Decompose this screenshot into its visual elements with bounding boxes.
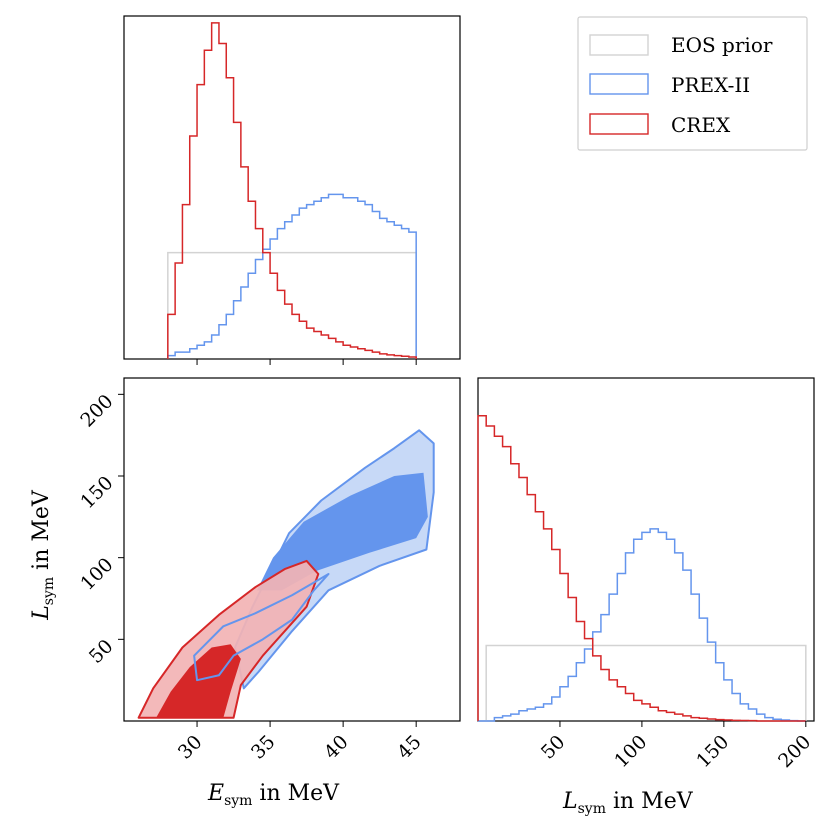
legend-crex-swatch [589, 113, 649, 135]
joint-contour-panel: 30 35 40 45 50 100 150 200 Esym in MeV Lsym in … [29, 377, 461, 809]
lsym-hist-xtick-label-200: 200 [774, 731, 815, 772]
legend-prex-swatch [589, 73, 649, 95]
legend-prior-label: EOS prior [671, 33, 773, 57]
joint-ytick-label-150: 150 [76, 472, 117, 513]
joint-contour-regions [137, 429, 435, 719]
lsym-hist-eos-prior-step-line [478, 644, 807, 722]
legend-box [577, 16, 808, 151]
lsym-hist-xtick-label-150: 150 [692, 731, 733, 772]
joint-xtick-label-45: 45 [393, 731, 426, 764]
lsym-histogram-panel: 50 100 150 200 Lsym in MeV [477, 377, 815, 817]
joint-prex-ii-68-region [256, 472, 428, 591]
esym-histogram-series [167, 22, 417, 359]
lsym-hist-xtick-label-100: 100 [610, 731, 651, 772]
joint-xtick-label-40: 40 [320, 731, 353, 764]
joint-prex-ii-68-line-region [193, 573, 330, 682]
joint-xtick-label-35: 35 [247, 731, 280, 764]
lsym-axis-label: Lsym in MeV [562, 789, 694, 817]
joint-ytick-label-200: 200 [76, 390, 117, 431]
esym-hist-prex-ii-step-line [167, 193, 417, 359]
lsym-hist-xtick-label-50: 50 [537, 731, 570, 764]
joint-contour-frame [123, 377, 461, 722]
legend-prex-label: PREX-II [671, 73, 750, 97]
legend: EOS prior PREX-II CREX [577, 16, 808, 151]
esym-histogram-frame [123, 15, 461, 360]
lsym-hist-prex-ii-step-line [478, 528, 806, 722]
lsym-axis-label-vertical: Lsym in MeV [29, 489, 57, 621]
lsym-histogram-series [477, 414, 807, 722]
legend-prior-swatch [589, 34, 649, 56]
lsym-histogram-ticks: 50 100 150 200 [537, 721, 815, 772]
legend-crex-label: CREX [671, 113, 731, 137]
lsym-hist-crex-step-line [477, 414, 806, 722]
esym-histogram-panel [123, 15, 461, 365]
esym-hist-eos-prior-step-line [167, 251, 417, 359]
joint-ytick-label-50: 50 [85, 635, 118, 668]
joint-ytick-label-100: 100 [76, 554, 117, 595]
esym-hist-crex-step-line [167, 22, 417, 359]
esym-axis-label: Esym in MeV [207, 781, 340, 809]
esym-histogram-ticks [196, 359, 417, 365]
joint-contour-ticks: 30 35 40 45 50 100 150 200 [76, 390, 425, 763]
lsym-histogram-frame [477, 377, 815, 722]
joint-crex-68-region [156, 644, 241, 718]
joint-xtick-label-30: 30 [174, 731, 207, 764]
